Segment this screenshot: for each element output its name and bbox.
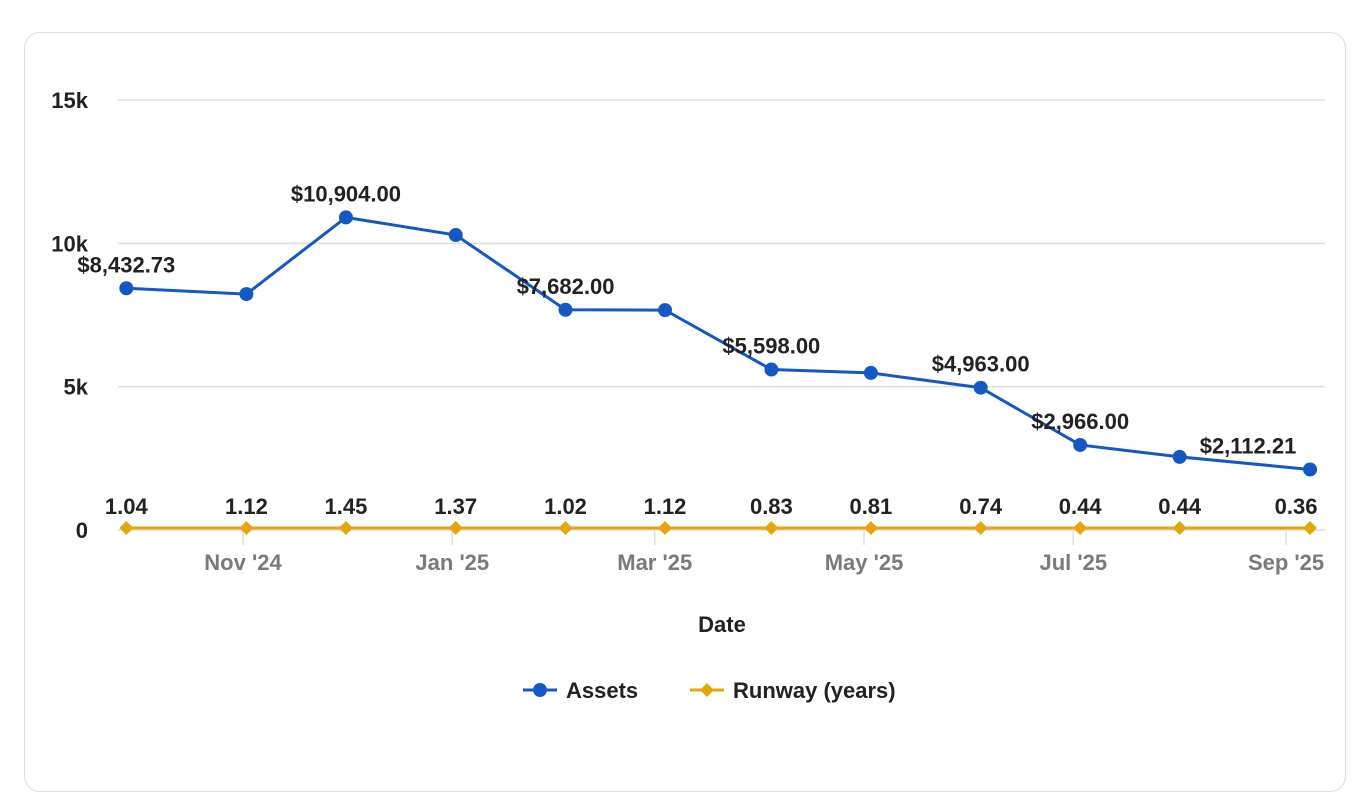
runway-data-label: 1.12 <box>644 494 687 519</box>
assets-point[interactable] <box>558 302 573 317</box>
chart-card <box>24 32 1346 792</box>
assets-data-label: $5,598.00 <box>722 334 820 359</box>
y-tick-label: 5k <box>64 375 89 400</box>
runway-point[interactable] <box>239 521 254 535</box>
assets-point[interactable] <box>1073 437 1088 452</box>
assets-point[interactable] <box>119 281 134 296</box>
y-axis-ticks: 0 5k 10k 15k <box>51 88 88 543</box>
y-tick-label: 15k <box>51 88 88 113</box>
runway-point[interactable] <box>1172 521 1187 535</box>
runway-data-label: 1.37 <box>434 494 477 519</box>
x-tick-label: Sep '25 <box>1248 550 1324 575</box>
runway-data-label: 1.12 <box>225 494 268 519</box>
runway-point[interactable] <box>448 521 463 535</box>
data-labels: $8,432.73 $10,904.00 $7,682.00 $5,598.00 $4,… <box>77 181 1317 519</box>
runway-data-label: 1.04 <box>105 494 149 519</box>
runway-point[interactable] <box>973 521 988 535</box>
x-tick-label: Nov '24 <box>204 550 282 575</box>
assets-point[interactable] <box>863 365 878 380</box>
series-line-assets <box>126 215 1311 471</box>
assets-data-label: $4,963.00 <box>932 352 1030 377</box>
assets-data-label: $7,682.00 <box>517 274 615 299</box>
assets-point[interactable] <box>1172 449 1187 464</box>
runway-data-label: 0.81 <box>849 494 892 519</box>
runway-point[interactable] <box>764 521 779 535</box>
runway-point[interactable] <box>119 521 134 535</box>
legend: Assets Runway (years) <box>523 678 896 703</box>
legend-label: Assets <box>566 678 638 703</box>
runway-point[interactable] <box>558 521 573 535</box>
legend-diamond-icon <box>700 683 714 697</box>
x-tick-label: Jul '25 <box>1039 550 1107 575</box>
assets-data-label: $10,904.00 <box>291 181 401 206</box>
assets-data-label: $2,112.21 <box>1200 433 1297 458</box>
assets-data-label: $8,432.73 <box>77 252 175 277</box>
assets-point[interactable] <box>239 287 254 302</box>
assets-data-label: $2,966.00 <box>1031 409 1129 434</box>
legend-circle-icon <box>533 683 547 697</box>
x-tick-label: Jan '25 <box>415 550 489 575</box>
x-tick-label: May '25 <box>825 550 904 575</box>
runway-point[interactable] <box>1073 521 1088 535</box>
runway-data-label: 1.45 <box>325 494 368 519</box>
legend-item[interactable]: Runway (years) <box>690 678 896 703</box>
runway-data-label: 1.02 <box>544 494 587 519</box>
y-tick-label: 0 <box>76 518 88 543</box>
legend-label: Runway (years) <box>733 678 896 703</box>
assets-point[interactable] <box>973 380 988 395</box>
x-axis-title: Date <box>698 612 746 637</box>
x-axis-ticks: Nov '24 Jan '25 Mar '25 May '25 Jul '25 Sep '… <box>204 531 1324 575</box>
assets-point[interactable] <box>1303 462 1318 477</box>
assets-point[interactable] <box>448 228 463 243</box>
runway-point[interactable] <box>863 521 878 535</box>
legend-item[interactable]: Assets <box>523 678 638 703</box>
runway-data-label: 0.74 <box>959 494 1003 519</box>
assets-point[interactable] <box>764 362 779 377</box>
runway-data-label: 0.83 <box>750 494 793 519</box>
x-tick-label: Mar '25 <box>617 550 692 575</box>
assets-point[interactable] <box>658 303 673 318</box>
gridlines <box>118 99 1325 531</box>
runway-point[interactable] <box>338 521 353 535</box>
runway-data-label: 0.44 <box>1158 494 1202 519</box>
runway-data-label: 0.44 <box>1059 494 1103 519</box>
y-tick-label: 10k <box>51 231 88 256</box>
assets-point[interactable] <box>338 210 353 225</box>
series-layer <box>119 210 1318 535</box>
runway-point[interactable] <box>1303 521 1318 535</box>
runway-point[interactable] <box>658 521 673 535</box>
runway-data-label: 0.36 <box>1275 494 1318 519</box>
